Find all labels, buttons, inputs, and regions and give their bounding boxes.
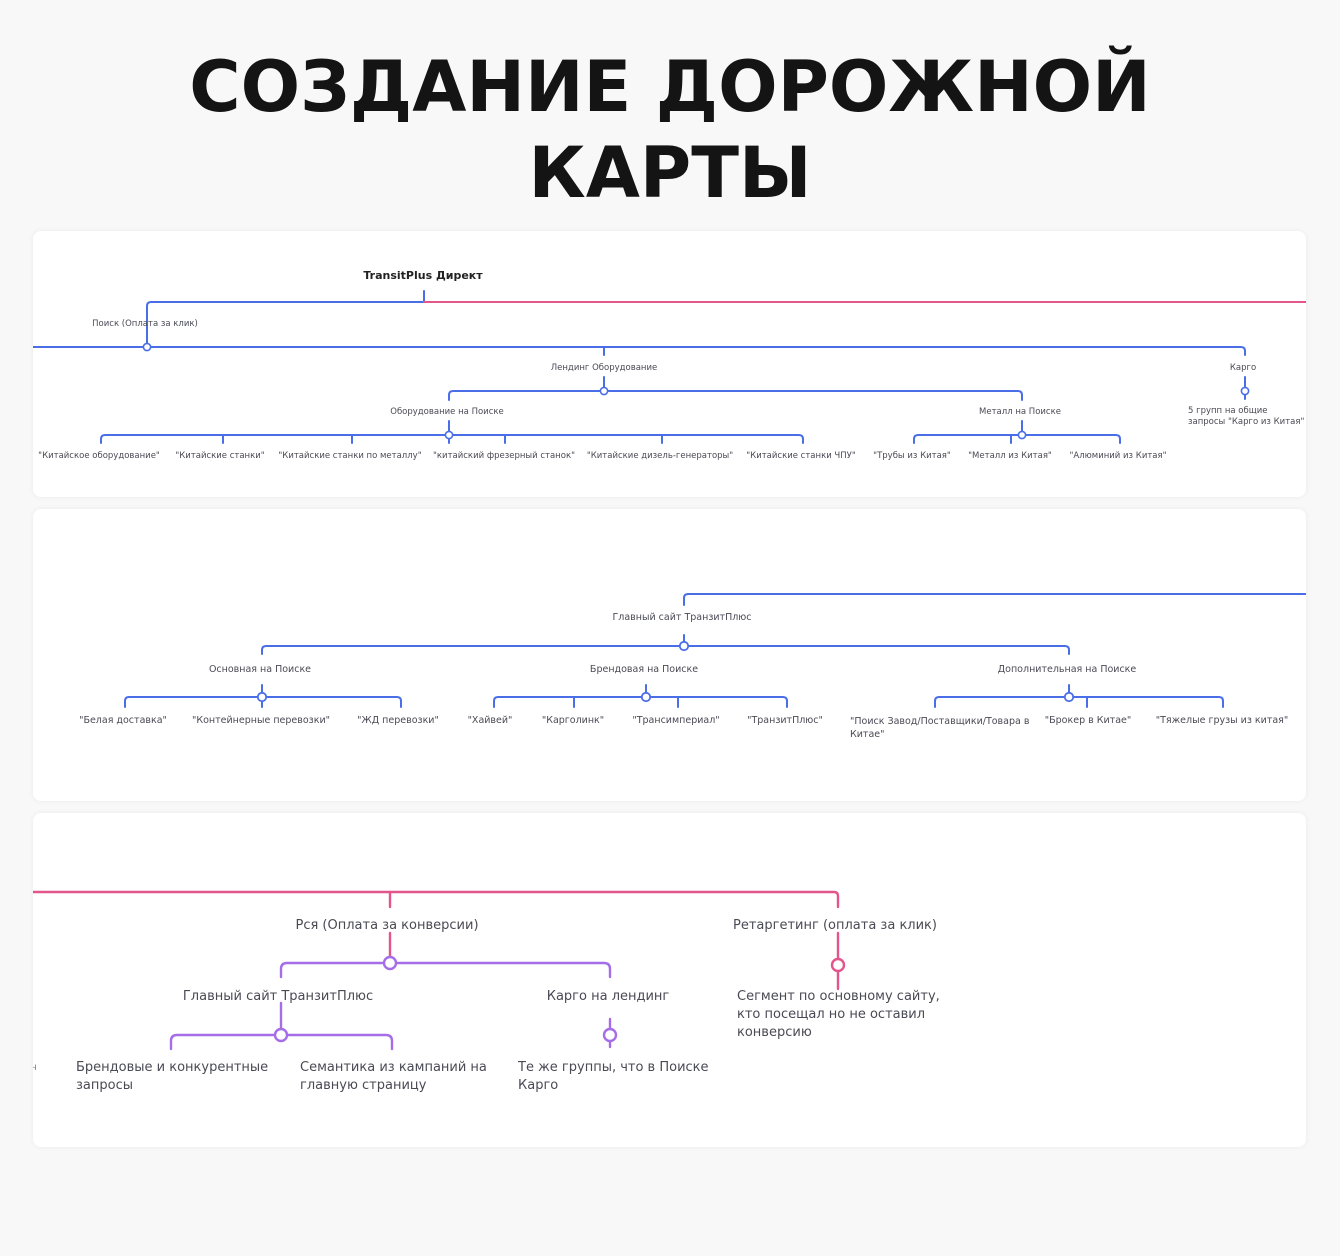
leaf-brand-queries: Брендовые и конкурентные запросы: [76, 1060, 269, 1093]
leaf-metal-1: "Трубы из Китая": [873, 451, 951, 461]
node-cargo-note: 5 групп на общие запросы "Карго из Китая…: [1188, 406, 1305, 427]
mindmap-card-main-site: Главный сайт ТранзитПлюс Основная на Пои…: [33, 509, 1306, 801]
leaf-equipment-1: "Китайское оборудование": [38, 451, 160, 461]
title-line-1: СОЗДАНИЕ ДОРОЖНОЙ: [189, 46, 1151, 128]
leaf-equipment-4: "китайский фрезерный станок": [433, 451, 575, 461]
leaf-equipment-2: "Китайские станки": [175, 451, 265, 461]
node-extra-search: Дополнительная на Поиске: [997, 664, 1137, 675]
leaf-extra-3: "Тяжелые грузы из китая": [1155, 715, 1289, 726]
node-cargo-landing: Карго на лендинг: [546, 989, 670, 1004]
leaf-extra-2: "Брокер в Китае": [1044, 715, 1132, 726]
leaf-brand-1: "Хайвей": [467, 715, 513, 726]
leaf-brand-3: "Трансимпериал": [632, 715, 720, 726]
node-rsya: Рся (Оплата за конверсии): [295, 918, 479, 933]
mindmap-card-direct: TransitPlus Директ Поиск (Оплата за клик…: [33, 231, 1306, 497]
node-main-site: Главный сайт ТранзитПлюс: [612, 612, 752, 623]
mindmap-connectors-2: [124, 593, 1306, 708]
leaf-brand-2: "Карголинк": [541, 715, 605, 726]
leaf-main-2: "Контейнерные перевозки": [191, 715, 331, 726]
node-main-search: Основная на Поиске: [208, 664, 312, 675]
leaf-same-groups: Те же группы, что в Поиске Карго: [518, 1060, 709, 1093]
leaf-metal-2: "Металл из Китая": [968, 451, 1052, 461]
mindmap-card-rsya: Рся (Оплата за конверсии) Ретаргетинг (о…: [33, 813, 1306, 1147]
leaf-semantics: Семантика из кампаний на главную страниц…: [300, 1060, 487, 1093]
node-rsya-main-site: Главный сайт ТранзитПлюс: [182, 989, 374, 1004]
node-cargo: Карго: [1229, 363, 1257, 373]
mindmap-connectors-3: [33, 890, 846, 1051]
node-brand-search: Брендовая на Поиске: [589, 664, 699, 675]
node-search: Поиск (Оплата за клик): [92, 319, 198, 329]
node-root-direct: TransitPlus Директ: [363, 269, 483, 282]
leaf-main-3: "ЖД перевозки": [357, 715, 439, 726]
page-title: СОЗДАНИЕ ДОРОЖНОЙ КАРТЫ: [0, 44, 1340, 216]
leaf-equipment-5: "Китайские дизель-генераторы": [586, 451, 734, 461]
node-retarget: Ретаргетинг (оплата за клик): [733, 918, 937, 933]
title-line-2: КАРТЫ: [528, 132, 812, 214]
leaf-equipment-3: "Китайские станки по металлу": [278, 451, 422, 461]
leaf-metal-3: "Алюминий из Китая": [1069, 451, 1167, 461]
node-landing: Лендинг Оборудование: [550, 363, 658, 373]
leaf-segment: Сегмент по основному сайту, кто посещал …: [737, 989, 940, 1040]
leaf-brand-4: "ТранзитПлюс": [747, 715, 823, 726]
leaf-main-1: "Белая доставка": [79, 715, 167, 726]
edge-mark: ч: [33, 1062, 37, 1073]
node-equipment: Оборудование на Поиске: [390, 407, 504, 417]
leaf-extra-1: "Поиск Завод/Поставщики/Товара в Китае": [850, 716, 1030, 740]
node-metal: Металл на Поиске: [979, 407, 1061, 417]
mindmap-connectors-1: [33, 290, 1306, 444]
leaf-equipment-6: "Китайские станки ЧПУ": [746, 451, 856, 461]
